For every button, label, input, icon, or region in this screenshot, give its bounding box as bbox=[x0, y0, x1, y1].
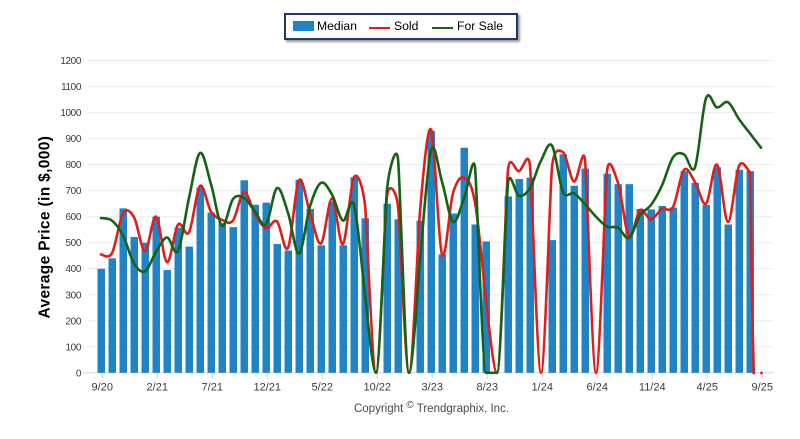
svg-text:100: 100 bbox=[66, 342, 82, 353]
svg-text:2/21: 2/21 bbox=[147, 382, 168, 394]
svg-text:4/25: 4/25 bbox=[697, 382, 718, 394]
svg-text:800: 800 bbox=[66, 160, 82, 171]
svg-text:300: 300 bbox=[66, 290, 82, 301]
svg-text:700: 700 bbox=[66, 186, 82, 197]
svg-text:8/23: 8/23 bbox=[477, 382, 498, 394]
svg-text:12/21: 12/21 bbox=[253, 382, 281, 394]
svg-text:1200: 1200 bbox=[60, 56, 81, 67]
svg-text:9/20: 9/20 bbox=[92, 382, 113, 394]
svg-text:6/24: 6/24 bbox=[587, 382, 608, 394]
svg-text:400: 400 bbox=[66, 264, 82, 275]
svg-text:600: 600 bbox=[66, 212, 82, 223]
svg-text:1/24: 1/24 bbox=[532, 382, 553, 394]
svg-text:9/25: 9/25 bbox=[752, 382, 773, 394]
svg-text:1000: 1000 bbox=[60, 108, 81, 119]
svg-text:900: 900 bbox=[66, 134, 82, 145]
svg-text:11/24: 11/24 bbox=[639, 382, 666, 394]
svg-text:200: 200 bbox=[66, 316, 82, 327]
svg-text:0: 0 bbox=[76, 368, 82, 379]
svg-text:3/23: 3/23 bbox=[422, 382, 443, 394]
svg-text:500: 500 bbox=[66, 238, 82, 249]
svg-text:5/22: 5/22 bbox=[312, 382, 333, 394]
svg-text:1100: 1100 bbox=[61, 82, 82, 93]
svg-text:7/21: 7/21 bbox=[202, 382, 223, 394]
svg-text:10/22: 10/22 bbox=[363, 382, 391, 394]
